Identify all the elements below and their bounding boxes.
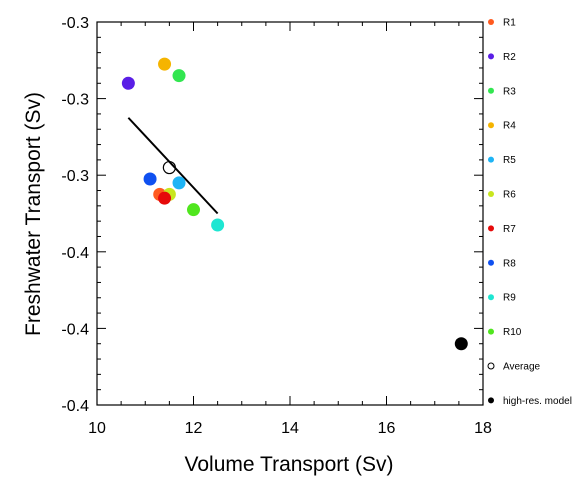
legend-average-marker xyxy=(487,362,495,370)
point-r3 xyxy=(172,69,186,83)
legend-r1-marker xyxy=(488,19,494,25)
y-tick-label: -0.3 xyxy=(61,92,89,109)
legend-r7-label: R7 xyxy=(503,224,516,235)
legend-r2-label: R2 xyxy=(503,52,516,63)
legend-r10-label: R10 xyxy=(503,327,522,338)
legend-r6-label: R6 xyxy=(503,190,516,201)
x-tick-label: 10 xyxy=(88,420,106,437)
point-average xyxy=(162,160,176,175)
point-r10 xyxy=(187,203,200,217)
point-r8 xyxy=(143,172,157,186)
legend-high-res-model-marker xyxy=(488,397,494,404)
x-axis-title: Volume Transport (Sv) xyxy=(185,453,394,476)
x-tick-label: 14 xyxy=(281,420,299,437)
x-tick-label: 16 xyxy=(378,420,396,437)
legend-r8-marker xyxy=(488,259,494,266)
y-tick-label: -0.3 xyxy=(61,15,89,32)
y-tick-label: -0.4 xyxy=(61,245,89,262)
legend-average-label: Average xyxy=(503,362,541,373)
legend-r1-label: R1 xyxy=(503,18,516,29)
y-tick-label: -0.3 xyxy=(61,168,89,185)
plot-frame xyxy=(96,21,484,406)
point-high-res-model xyxy=(454,337,468,351)
y-axis-title: Freshwater Transport (Sv) xyxy=(22,92,45,336)
legend-r9-marker xyxy=(488,294,494,301)
data-points xyxy=(121,57,468,351)
point-r5 xyxy=(172,176,186,190)
legend-r3-label: R3 xyxy=(503,86,516,97)
legend-r8-label: R8 xyxy=(503,258,516,269)
axis-ticks xyxy=(96,21,484,406)
y-tick-label: -0.4 xyxy=(61,321,89,338)
x-tick-label: 12 xyxy=(185,420,203,437)
legend: R1 R2 R3 R4 R5 R6 R7 R8 R9 R10 Average high-res. mo… xyxy=(487,18,572,407)
legend-r5-label: R5 xyxy=(503,155,516,166)
legend-r5-marker xyxy=(488,156,494,163)
legend-r6-marker xyxy=(488,191,494,197)
point-r2 xyxy=(121,76,135,90)
legend-r9-label: R9 xyxy=(503,293,516,304)
legend-high-res-model-label: high-res. model xyxy=(503,396,572,407)
legend-r4-marker xyxy=(488,122,494,129)
y-tick-labels: -0.3 -0.3 -0.3 -0.4 -0.4 -0.4 xyxy=(61,15,89,415)
point-r9 xyxy=(211,218,225,232)
legend-r3-marker xyxy=(488,87,494,94)
x-tick-labels: 10 12 14 16 18 xyxy=(88,420,492,437)
regression-line xyxy=(127,117,219,215)
point-r7 xyxy=(158,191,172,205)
x-tick-label: 18 xyxy=(474,420,492,437)
point-r4 xyxy=(158,57,172,71)
legend-r2-marker xyxy=(488,53,494,60)
legend-r7-marker xyxy=(488,225,494,232)
y-tick-label: -0.4 xyxy=(61,398,89,415)
legend-r10-marker xyxy=(488,328,494,335)
legend-r4-label: R4 xyxy=(503,121,516,132)
